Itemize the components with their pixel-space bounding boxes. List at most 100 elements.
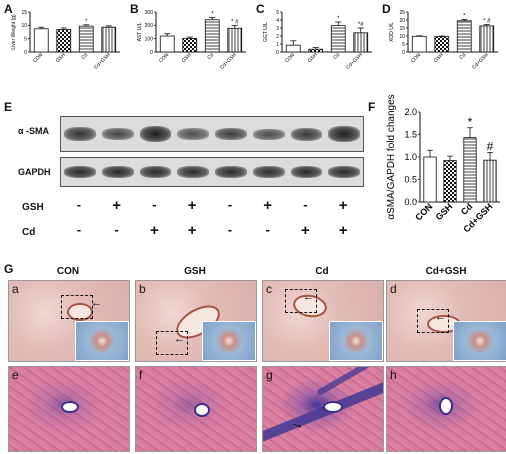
- highlight-box: [156, 331, 188, 355]
- wb-sign: +: [300, 222, 310, 239]
- wb-band: [139, 126, 172, 142]
- wb-sign: +: [338, 222, 348, 239]
- histology-column-header: Cd: [315, 266, 329, 277]
- wb-band: [177, 128, 209, 140]
- y-tick-label: 25: [399, 10, 405, 16]
- wb-band: [101, 166, 134, 178]
- wb-sign: -: [76, 197, 82, 212]
- panel-label-d: D: [382, 2, 391, 16]
- chart-d: 0 5 10 15 20 25 XOD U/L CON GSH * Cd * # Cd+GSH: [389, 10, 498, 71]
- wb-sign: +: [263, 197, 272, 214]
- bar: [56, 29, 72, 53]
- category-label: Cd+GSH: [93, 52, 112, 71]
- bar: [443, 160, 457, 203]
- category-label: GSH: [307, 52, 319, 64]
- panel-label-c: C: [256, 2, 265, 16]
- category-label: GSH: [434, 201, 455, 222]
- y-tick-label: 1: [276, 42, 279, 48]
- wb-band: [215, 166, 247, 178]
- y-tick-label: 1.0: [404, 152, 417, 162]
- y-tick-label: 15: [399, 26, 405, 32]
- wb-sign: -: [152, 197, 157, 212]
- wb-band: [101, 128, 134, 140]
- wb-sign: +: [149, 222, 159, 239]
- bar: [463, 137, 477, 203]
- bar: [308, 48, 324, 53]
- wb-band: [328, 166, 360, 178]
- bar: [456, 20, 472, 53]
- magnified-inset: [329, 321, 383, 361]
- category-label: CON: [158, 52, 170, 64]
- significance-mark: * #: [231, 19, 239, 25]
- y-axis-label: XOD U/L: [389, 22, 395, 42]
- ihc-panel: ← b: [135, 280, 257, 362]
- wb-blot-asma: [60, 116, 364, 152]
- histology-panel-letter: a: [12, 282, 19, 296]
- arrow-icon: ←: [303, 291, 314, 303]
- magnified-inset: [202, 321, 256, 361]
- significance-mark: *: [211, 11, 214, 17]
- wb-band: [64, 127, 96, 141]
- y-tick-label: 3: [276, 26, 279, 32]
- significance-mark: * #: [483, 19, 491, 25]
- wb-band: [290, 127, 323, 141]
- bar: [101, 26, 117, 53]
- y-tick-label: 5: [24, 36, 27, 42]
- panel-label-e: E: [4, 100, 13, 114]
- bar: [182, 38, 198, 53]
- significance-mark: *: [337, 16, 340, 22]
- wb-sign: -: [76, 222, 82, 237]
- significance-mark: *#: [358, 22, 364, 28]
- y-axis-label: GGT U/L: [263, 22, 269, 42]
- bar: [227, 27, 243, 53]
- wb-sign: -: [227, 222, 233, 237]
- wb-band-label-gapdh: GAPDH: [18, 167, 51, 177]
- arrow-icon: ←: [91, 297, 102, 309]
- chart-a: 0 5 10 15 Liver Weight (g) CON GSH * Cd Cd+GSH: [11, 10, 120, 71]
- histology-column-header: CON: [56, 266, 80, 277]
- category-label: Cd: [80, 52, 89, 61]
- y-tick-label: 0.0: [404, 197, 417, 207]
- significance-mark: *: [85, 19, 88, 25]
- category-label: Cd: [206, 52, 215, 61]
- wb-sign: +: [187, 197, 197, 214]
- wb-sign: -: [227, 197, 233, 212]
- category-label: Cd+GSH: [345, 52, 364, 71]
- masson-panel: f: [135, 366, 257, 452]
- category-label: Cd: [332, 52, 341, 61]
- wb-band: [328, 126, 360, 142]
- y-tick-label: 4: [276, 18, 279, 24]
- category-label: CON: [32, 52, 44, 64]
- bar: [33, 28, 49, 53]
- y-tick-label: 1.5: [404, 130, 417, 140]
- category-label: GSH: [181, 52, 193, 64]
- arrow-icon: ←: [174, 333, 185, 345]
- histology-column-header: Cd+GSH: [425, 266, 467, 277]
- wb-band: [139, 166, 172, 178]
- wb-sign: +: [187, 222, 197, 239]
- ihc-panel: ← c: [262, 280, 384, 362]
- chart-c: 0 1 2 3 4 5 GGT U/L CON GSH * Cd *# Cd+GSH: [263, 10, 372, 71]
- y-tick-label: 20: [399, 18, 405, 24]
- wb-sign: +: [338, 197, 348, 214]
- ihc-panel: ← a: [8, 280, 130, 362]
- highlight-box: [285, 289, 317, 313]
- bar: [159, 35, 175, 53]
- central-vein: [323, 401, 343, 413]
- y-tick-label: 300: [145, 10, 154, 16]
- y-axis-label: Liver Weight (g): [11, 14, 17, 50]
- y-tick-label: 2.0: [404, 107, 417, 117]
- wb-band: [252, 128, 285, 140]
- y-tick-label: 0.5: [404, 175, 417, 185]
- bar: [353, 32, 369, 53]
- category-label: GSH: [433, 52, 445, 64]
- central-vein: [194, 403, 210, 417]
- panel-label-b: B: [130, 2, 139, 16]
- y-axis-label: AST U/L: [137, 22, 143, 41]
- y-tick-label: 15: [21, 10, 27, 16]
- y-tick-label: 0: [276, 50, 279, 56]
- y-tick-label: 2: [276, 34, 279, 40]
